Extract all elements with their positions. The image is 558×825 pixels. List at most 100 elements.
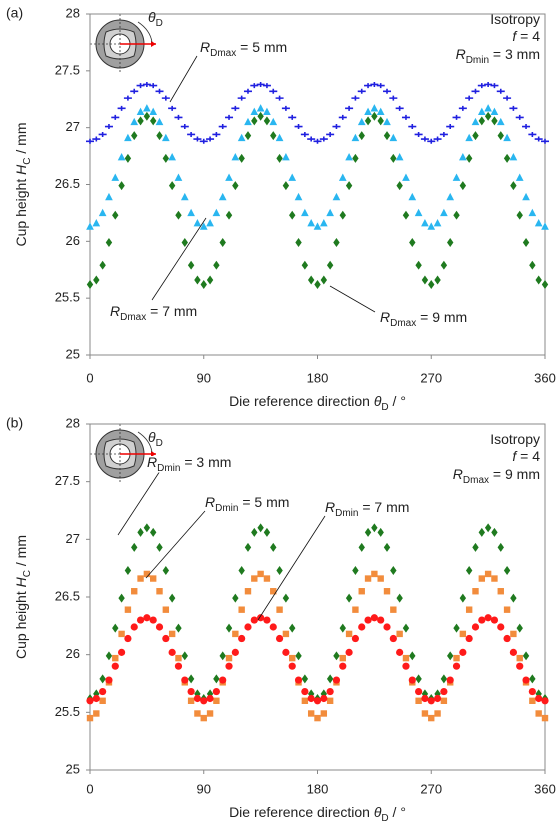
y-axis-label-part: C (22, 158, 33, 165)
x-axis-label-part: D (381, 402, 388, 413)
point (352, 565, 359, 575)
point (142, 81, 151, 87)
point (149, 527, 157, 537)
x-axis-label-part: θ (374, 804, 382, 820)
x-tick-label: 180 (307, 781, 329, 796)
point (232, 181, 239, 191)
series-label-part: Dmax (390, 318, 416, 329)
point (257, 523, 264, 533)
point (149, 616, 157, 624)
point (408, 192, 417, 201)
point (402, 173, 410, 181)
point (503, 634, 511, 643)
point (112, 210, 119, 220)
point (238, 634, 246, 643)
point (415, 674, 422, 684)
point (225, 210, 233, 220)
point (105, 192, 113, 201)
point (319, 136, 328, 142)
condition-part: Dmin (466, 55, 489, 66)
point (275, 95, 284, 101)
point (415, 260, 422, 270)
point (390, 606, 397, 613)
y-tick-label: 27 (66, 119, 80, 134)
point (301, 260, 309, 270)
point (408, 676, 416, 684)
point (459, 648, 467, 656)
y-tick-label: 25.5 (55, 290, 80, 305)
point (98, 208, 107, 217)
point (225, 114, 234, 120)
point (244, 131, 252, 141)
x-axis-label-part: / ° (389, 393, 406, 409)
point (395, 153, 404, 161)
point (124, 565, 132, 575)
leader-line (329, 285, 376, 313)
point (497, 623, 505, 631)
y-axis-label-part: H (13, 164, 29, 175)
x-tick-label: 0 (86, 370, 93, 385)
point (174, 173, 183, 181)
point (131, 588, 138, 595)
point (516, 662, 524, 670)
series-label: RDmin = 5 mm (205, 494, 289, 514)
condition: Isotropy (490, 431, 540, 447)
point (294, 124, 303, 130)
point (156, 542, 163, 552)
point (206, 710, 214, 717)
condition-part: R (456, 46, 466, 62)
point (162, 565, 170, 575)
point (510, 630, 517, 638)
point (92, 218, 101, 227)
point (295, 237, 302, 247)
point (187, 687, 195, 696)
point (484, 570, 492, 578)
point (181, 651, 188, 661)
point (282, 153, 290, 161)
point (117, 153, 126, 161)
point (509, 105, 518, 111)
icon-label: θD (148, 9, 163, 29)
point (491, 527, 498, 537)
point (99, 697, 106, 704)
point (339, 654, 346, 662)
condition: RDmax = 9 mm (453, 466, 540, 486)
condition-part: = 4 (516, 448, 540, 464)
point (490, 616, 499, 624)
point (402, 654, 410, 662)
point (281, 105, 290, 111)
point (484, 523, 492, 533)
point (155, 88, 164, 94)
point (105, 651, 113, 661)
point (124, 606, 132, 613)
x-axis-label-part: / ° (389, 804, 406, 820)
icon-label-part: D (156, 18, 163, 29)
point (168, 630, 176, 638)
panel-label: (a) (6, 5, 23, 21)
point (200, 697, 208, 705)
series-label-part: Dmin (157, 463, 180, 474)
x-axis-label-part: θ (374, 393, 382, 409)
point (143, 104, 151, 112)
point (307, 710, 315, 717)
point (371, 570, 378, 578)
point (187, 131, 196, 137)
point (402, 662, 410, 670)
series-label-part: R (147, 454, 157, 470)
point (510, 181, 517, 191)
point (219, 237, 226, 247)
y-axis-label-part: Cup height (13, 587, 29, 659)
point (401, 114, 410, 120)
point (491, 116, 498, 126)
point (307, 136, 316, 142)
x-axis-label-part: Die reference direction (229, 804, 374, 820)
point (338, 114, 347, 120)
point (117, 648, 126, 656)
point (105, 237, 113, 247)
point (510, 593, 517, 603)
series-label-part: = 3 mm (180, 454, 231, 470)
point (320, 694, 328, 703)
point (99, 260, 106, 270)
point (263, 527, 271, 537)
point (358, 131, 365, 141)
